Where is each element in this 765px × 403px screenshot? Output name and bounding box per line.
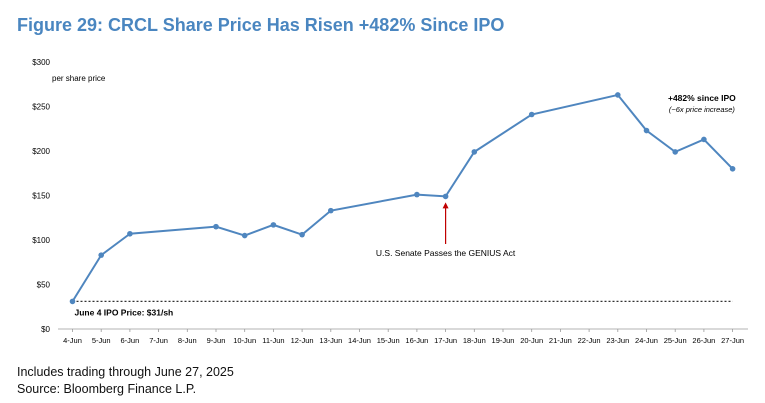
data-point [69,298,76,305]
x-tick-label: 11-Jun [262,336,284,345]
x-tick-label: 27-Jun [721,336,744,345]
data-point [643,127,650,134]
data-point [414,191,420,198]
y-axis: $0 $50 $100 $150 $200 $250 $300 [32,58,50,334]
data-point [127,230,133,237]
x-tick-label: 12-Jun [291,336,314,345]
data-point [729,166,736,172]
annotation-arrow-head [442,202,449,209]
y-tick-label: $50 [37,281,51,290]
series-line [71,93,734,302]
x-tick-label: 25-Jun [664,336,687,345]
data-point [299,231,305,238]
x-tick-label: 20-Jun [520,336,543,345]
x-tick-label: 18-Jun [463,336,486,345]
x-tick-label: 9-Jun [207,336,226,345]
x-tick-label: 6-Jun [121,336,140,345]
data-point [213,223,219,230]
x-tick-label: 21-Jun [549,336,572,345]
footnote-source: Source: Bloomberg Finance L.P. [17,382,197,396]
x-tick-label: 5-Jun [92,336,111,345]
y-axis-label: per share price [52,74,106,83]
x-tick-label: 23-Jun [606,336,629,345]
data-point [328,207,334,214]
data-point [442,193,449,200]
x-tick-label: 8-Jun [178,336,197,345]
x-tick-label: 7-Jun [149,336,168,345]
footnote-trading-date: Includes trading through June 27, 2025 [17,365,234,379]
data-point [98,252,104,258]
data-point [241,232,248,239]
y-tick-label: $250 [32,103,50,112]
chart-title: Figure 29: CRCL Share Price Has Risen +4… [17,15,505,35]
x-tick-label: 24-Jun [635,336,658,345]
y-tick-label: $100 [32,236,50,245]
x-tick-label: 19-Jun [492,336,515,345]
data-point [471,149,478,155]
annotation-genius-act: U.S. Senate Passes the GENIUS Act [376,248,516,258]
data-point [615,92,621,98]
y-tick-label: $200 [32,147,50,156]
x-tick-label: 4-Jun [63,336,82,345]
annotation-gain-subtext: (~6x price increase) [669,105,736,114]
annotation-gain: +482% since IPO [668,93,736,103]
x-tick-label: 17-Jun [434,336,457,345]
data-point [672,149,678,155]
x-tick-label: 16-Jun [405,336,428,345]
x-tick-label: 14-Jun [348,336,371,345]
data-point [701,136,707,143]
x-axis: 4-Jun 5-Jun 6-Jun 7-Jun 8-Jun 9-Jun 10-Jun 11-J… [63,329,744,345]
x-tick-label: 15-Jun [377,336,400,345]
y-tick-label: $300 [32,58,50,67]
y-tick-label: $0 [41,325,50,334]
x-tick-label: 26-Jun [692,336,715,345]
x-tick-label: 10-Jun [233,336,256,345]
x-tick-label: 13-Jun [319,336,342,345]
data-point [528,111,535,118]
data-point [270,222,277,228]
data-points [69,92,736,305]
ipo-reference-label: June 4 IPO Price: $31/sh [75,307,174,317]
x-tick-label: 22-Jun [578,336,601,345]
y-tick-label: $150 [32,192,50,201]
